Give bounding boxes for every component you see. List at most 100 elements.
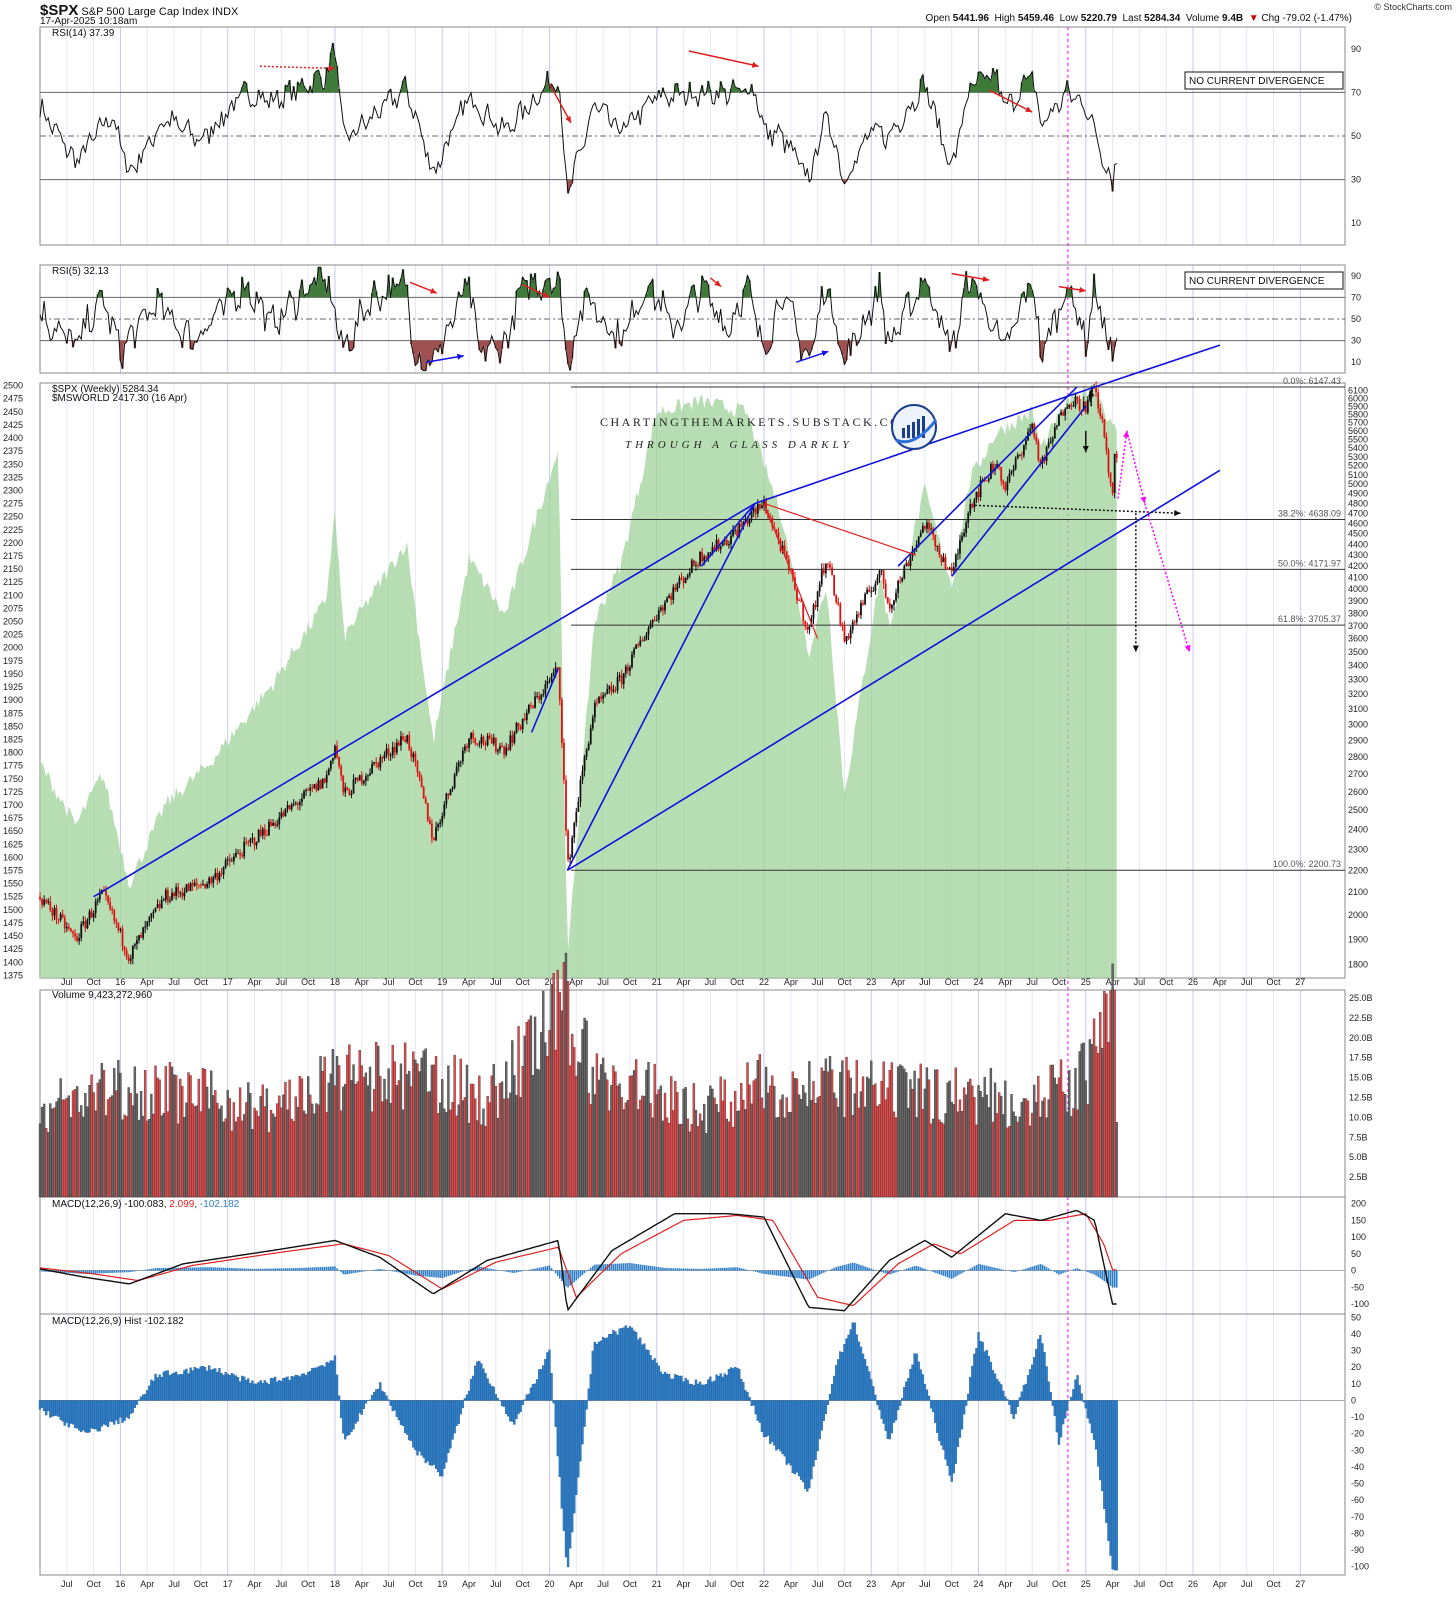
candle bbox=[92, 910, 95, 922]
hist-bar bbox=[853, 1322, 856, 1401]
candle-body bbox=[862, 602, 864, 605]
candle-body bbox=[418, 772, 421, 778]
candle bbox=[212, 875, 215, 888]
candle-body bbox=[319, 780, 322, 789]
candle bbox=[313, 783, 316, 790]
candle bbox=[391, 741, 394, 759]
volume-bar bbox=[973, 1097, 976, 1198]
candle bbox=[340, 764, 343, 781]
candle bbox=[573, 821, 576, 844]
volume-bar bbox=[1111, 963, 1114, 1198]
candle-body bbox=[806, 626, 809, 630]
macd-hist-bar bbox=[990, 1266, 992, 1271]
candle-body bbox=[874, 583, 877, 591]
price-y-tick: 4000 bbox=[1348, 584, 1368, 594]
volume-bar bbox=[785, 1097, 788, 1198]
macd-hist-bar bbox=[352, 1270, 355, 1274]
volume-bar bbox=[75, 1086, 79, 1198]
volume-bar bbox=[436, 1113, 440, 1198]
hist-bar bbox=[950, 1400, 953, 1482]
price-y-tick: 2100 bbox=[1348, 887, 1368, 897]
candle bbox=[740, 520, 743, 528]
hist-bar bbox=[218, 1367, 221, 1401]
candle-body bbox=[474, 738, 477, 744]
candle-body bbox=[377, 762, 380, 768]
candle-body bbox=[90, 911, 93, 918]
volume-bar bbox=[896, 1066, 900, 1198]
volume-bar bbox=[424, 1048, 427, 1198]
volume-bar bbox=[434, 1055, 438, 1198]
macd-hist-bar bbox=[573, 1270, 576, 1283]
volume-bar bbox=[624, 1102, 627, 1198]
hist-bar bbox=[135, 1400, 139, 1405]
hist-bar bbox=[624, 1325, 627, 1401]
candle-body bbox=[470, 733, 473, 739]
candle-body bbox=[428, 820, 431, 824]
candle bbox=[521, 718, 524, 734]
volume-bar bbox=[888, 1070, 891, 1198]
candle-body bbox=[758, 503, 761, 509]
hist-bar bbox=[985, 1350, 988, 1401]
hist-bar bbox=[1066, 1400, 1069, 1412]
hist-bar bbox=[733, 1366, 737, 1401]
macd-hist-bar bbox=[66, 1270, 68, 1273]
macd-hist-bar bbox=[647, 1265, 650, 1271]
candle bbox=[985, 480, 988, 482]
macd-hist-bar bbox=[39, 1270, 41, 1272]
candle-body bbox=[243, 841, 246, 857]
macd-hist-bar bbox=[833, 1267, 835, 1271]
hist-bar bbox=[1002, 1390, 1005, 1401]
low-value: 5220.79 bbox=[1080, 13, 1117, 24]
candle bbox=[166, 887, 169, 906]
volume-bar bbox=[967, 1081, 970, 1198]
volume-bar bbox=[63, 1099, 66, 1198]
candle bbox=[323, 777, 326, 784]
candle bbox=[136, 935, 138, 950]
x-tick-label: Jul bbox=[1241, 1579, 1253, 1589]
volume-bar bbox=[141, 1115, 145, 1198]
candle bbox=[249, 837, 252, 847]
candle-body bbox=[503, 746, 506, 755]
volume-bar bbox=[853, 1093, 856, 1198]
volume-bar bbox=[148, 1119, 151, 1198]
x-tick-label: Apr bbox=[677, 977, 691, 987]
candle-body bbox=[901, 578, 904, 582]
candle bbox=[697, 562, 699, 569]
hist-bar bbox=[111, 1400, 114, 1423]
hist-y-tick: 40 bbox=[1351, 1329, 1361, 1339]
candle-body bbox=[426, 803, 429, 821]
candle-body bbox=[534, 696, 536, 708]
macd-hist-bar bbox=[866, 1267, 868, 1271]
macd-hist-bar bbox=[86, 1270, 89, 1274]
candle-body bbox=[65, 926, 68, 929]
candle-body bbox=[841, 624, 844, 627]
candle bbox=[919, 529, 922, 538]
candle bbox=[979, 475, 982, 501]
macd-hist-bar bbox=[266, 1268, 268, 1271]
x-tick-label: 17 bbox=[223, 1579, 233, 1589]
volume-bar bbox=[51, 1108, 54, 1198]
volume-bar bbox=[793, 1078, 797, 1198]
price-y-tick: 5400 bbox=[1348, 443, 1368, 453]
candle bbox=[292, 799, 295, 807]
candle-body bbox=[965, 522, 968, 533]
volume-bar bbox=[373, 1089, 376, 1198]
volume-bar bbox=[775, 1117, 778, 1198]
volume-bar bbox=[247, 1082, 250, 1198]
hist-bar bbox=[762, 1400, 766, 1438]
hist-bar bbox=[965, 1400, 968, 1406]
candle-body bbox=[133, 944, 136, 946]
macd-hist-bar bbox=[594, 1264, 596, 1271]
candle bbox=[74, 929, 76, 941]
candle bbox=[158, 900, 161, 912]
price-y-tick: 4100 bbox=[1348, 573, 1368, 583]
hist-bar bbox=[723, 1373, 726, 1401]
candle bbox=[695, 561, 697, 571]
hist-bar bbox=[98, 1400, 101, 1432]
candle bbox=[453, 772, 456, 790]
candle bbox=[961, 532, 963, 543]
candle-body bbox=[251, 838, 254, 840]
volume-bar bbox=[917, 1078, 920, 1198]
macd-hist-bar bbox=[662, 1267, 664, 1271]
msworld-y-tick: 1850 bbox=[3, 721, 23, 731]
